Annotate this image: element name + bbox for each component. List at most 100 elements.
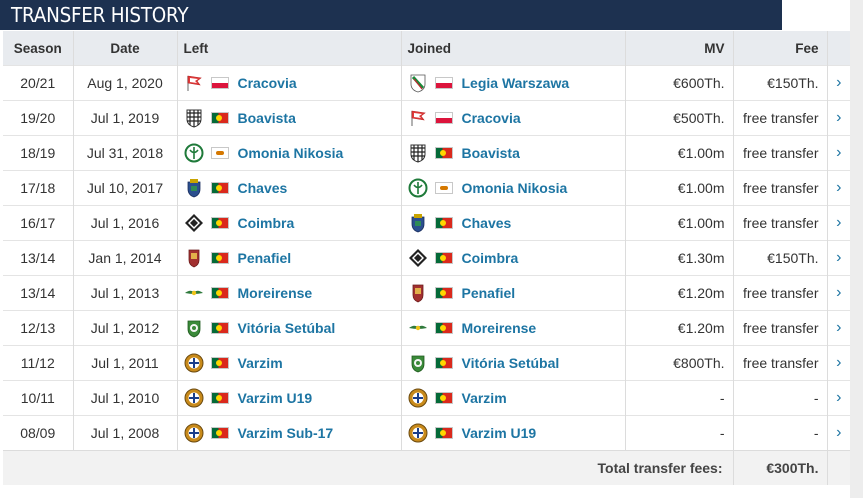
joined-club-link[interactable]: Vitória Setúbal [461, 355, 560, 371]
market-value-cell: €1.00m [625, 205, 734, 241]
row-detail-arrow-icon[interactable]: › [827, 205, 850, 241]
joined-club-link[interactable]: Coimbra [461, 250, 519, 266]
table-header-row: Season Date Left Joined MV Fee [3, 31, 850, 66]
boavista-crest-icon[interactable] [408, 143, 428, 163]
omonia-crest-icon[interactable] [184, 143, 204, 163]
flag-pt-icon [210, 392, 229, 404]
joined-club-link[interactable]: Legia Warszawa [461, 75, 570, 91]
market-value-cell: €600Th. [625, 65, 734, 101]
scrollbar[interactable] [850, 0, 863, 498]
row-detail-arrow-icon[interactable]: › [827, 415, 850, 451]
header-left: Left [177, 31, 402, 66]
varzim-crest-icon[interactable] [408, 388, 428, 408]
market-value-cell: €1.00m [625, 170, 734, 206]
flag-pt-icon [210, 112, 229, 124]
row-detail-arrow-icon[interactable]: › [827, 310, 850, 346]
row-detail-arrow-icon[interactable]: › [827, 170, 850, 206]
chaves-crest-icon[interactable] [408, 213, 428, 233]
season-cell: 16/17 [3, 205, 74, 241]
row-detail-arrow-icon[interactable]: › [827, 380, 850, 416]
table-row: 18/19 Jul 31, 2018 Omonia Nikosia Boavista €… [3, 135, 850, 171]
joined-club-cell: Omonia Nikosia [401, 170, 626, 206]
varzim-crest-icon[interactable] [408, 423, 428, 443]
table-row: 13/14 Jul 1, 2013 Moreirense Penafiel €1.20m… [3, 275, 850, 311]
left-club-link[interactable]: Moreirense [237, 285, 313, 301]
market-value-cell: €800Th. [625, 345, 734, 381]
left-club-link[interactable]: Vitória Setúbal [237, 320, 336, 336]
setubal-crest-icon[interactable] [408, 353, 428, 373]
joined-club: Cracovia [402, 102, 625, 136]
joined-club-link[interactable]: Penafiel [461, 285, 516, 301]
legia-crest-icon[interactable] [408, 73, 428, 93]
row-detail-arrow-icon[interactable]: › [827, 135, 850, 171]
joined-club-link[interactable]: Boavista [461, 145, 520, 161]
market-value-cell: €500Th. [625, 100, 734, 136]
chaves-crest-icon[interactable] [184, 178, 204, 198]
flag-pt-icon [434, 147, 453, 159]
season-cell: 12/13 [3, 310, 74, 346]
setubal-crest-icon[interactable] [184, 318, 204, 338]
omonia-crest-icon[interactable] [408, 178, 428, 198]
date-cell: Jul 10, 2017 [73, 170, 178, 206]
left-club-cell: Cracovia [177, 65, 402, 101]
moreirense-crest-icon[interactable] [408, 318, 428, 338]
moreirense-crest-icon[interactable] [184, 283, 204, 303]
cracovia-crest-icon[interactable] [408, 108, 428, 128]
left-club-link[interactable]: Varzim U19 [237, 390, 313, 406]
row-detail-arrow-icon[interactable]: › [827, 65, 850, 101]
date-cell: Jul 1, 2008 [73, 415, 178, 451]
penafiel-crest-icon[interactable] [184, 248, 204, 268]
date-cell: Jul 1, 2012 [73, 310, 178, 346]
varzim-crest-icon[interactable] [184, 423, 204, 443]
joined-club: Legia Warszawa [402, 67, 625, 101]
row-detail-arrow-icon[interactable]: › [827, 275, 850, 311]
table-row: 20/21 Aug 1, 2020 Cracovia Legia Warszawa €6… [3, 65, 850, 101]
header-mv: MV [625, 31, 734, 66]
header-season: Season [3, 31, 74, 66]
fee-cell: free transfer [733, 205, 828, 241]
coimbra-crest-icon[interactable] [408, 248, 428, 268]
row-detail-arrow-icon[interactable]: › [827, 345, 850, 381]
joined-club: Chaves [402, 207, 625, 241]
flag-cy-icon [210, 147, 229, 159]
varzim-crest-icon[interactable] [184, 388, 204, 408]
boavista-crest-icon[interactable] [184, 108, 204, 128]
joined-club: Varzim [402, 382, 625, 416]
flag-pl-icon [434, 77, 453, 89]
left-club-cell: Moreirense [177, 275, 402, 311]
joined-club-link[interactable]: Chaves [461, 215, 512, 231]
table-row: 10/11 Jul 1, 2010 Varzim U19 Varzim - - › [3, 380, 850, 416]
left-club-link[interactable]: Omonia Nikosia [237, 145, 344, 161]
left-club-link[interactable]: Varzim Sub-17 [237, 425, 334, 441]
joined-club-link[interactable]: Moreirense [461, 320, 537, 336]
header-fee: Fee [733, 31, 828, 66]
date-cell: Aug 1, 2020 [73, 65, 178, 101]
date-cell: Jul 1, 2019 [73, 100, 178, 136]
fee-cell: free transfer [733, 345, 828, 381]
left-club-link[interactable]: Chaves [237, 180, 288, 196]
row-detail-arrow-icon[interactable]: › [827, 240, 850, 276]
coimbra-crest-icon[interactable] [184, 213, 204, 233]
left-club-link[interactable]: Boavista [237, 110, 296, 126]
joined-club-link[interactable]: Varzim U19 [461, 425, 537, 441]
joined-club-cell: Varzim [401, 380, 626, 416]
left-club-link[interactable]: Penafiel [237, 250, 292, 266]
market-value-cell: - [625, 415, 734, 451]
left-club-link[interactable]: Cracovia [237, 75, 297, 91]
fee-cell: €150Th. [733, 65, 828, 101]
fee-cell: - [733, 415, 828, 451]
row-detail-arrow-icon[interactable]: › [827, 100, 850, 136]
date-cell: Jul 1, 2010 [73, 380, 178, 416]
joined-club-link[interactable]: Cracovia [461, 110, 521, 126]
joined-club-link[interactable]: Varzim [461, 390, 507, 406]
left-club-link[interactable]: Varzim [237, 355, 283, 371]
joined-club-link[interactable]: Omonia Nikosia [461, 180, 568, 196]
penafiel-crest-icon[interactable] [408, 283, 428, 303]
total-value: €300Th. [733, 450, 828, 485]
varzim-crest-icon[interactable] [184, 353, 204, 373]
joined-club: Penafiel [402, 277, 625, 311]
flag-cy-icon [434, 182, 453, 194]
cracovia-crest-icon[interactable] [184, 73, 204, 93]
left-club-link[interactable]: Coimbra [237, 215, 295, 231]
joined-club-cell: Vitória Setúbal [401, 345, 626, 381]
